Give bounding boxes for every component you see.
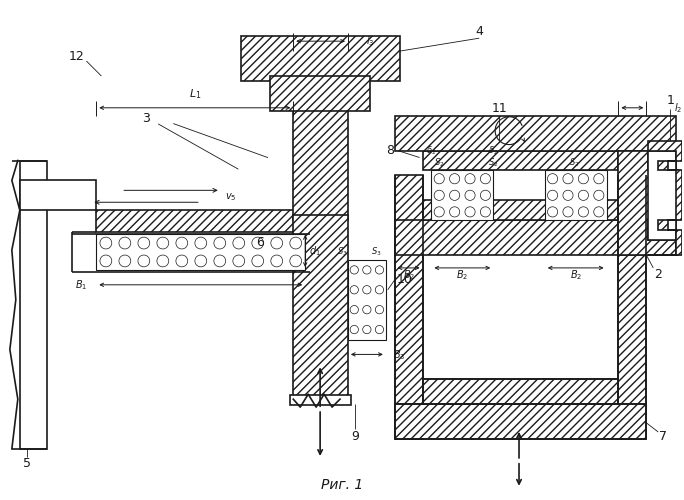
Text: $S_3$: $S_3$ (371, 246, 382, 258)
Text: $l_2$: $l_2$ (674, 101, 682, 114)
Text: 1: 1 (666, 94, 674, 108)
Bar (348, 260, 386, 340)
Polygon shape (648, 150, 678, 255)
Polygon shape (20, 180, 96, 210)
Text: $S_2$: $S_2$ (570, 156, 580, 168)
Text: $L_1$: $L_1$ (189, 87, 201, 101)
Text: $\delta_2$: $\delta_2$ (426, 144, 436, 157)
Bar (423, 150, 618, 171)
Text: 4: 4 (475, 24, 483, 38)
Bar (618, 176, 646, 439)
Bar (423, 200, 618, 220)
Text: $B_2$: $B_2$ (402, 268, 415, 282)
Bar (270, 76, 370, 111)
Text: $B_3$: $B_3$ (393, 348, 406, 362)
Bar (241, 36, 399, 81)
Bar (293, 41, 348, 220)
Bar (96, 210, 305, 232)
Bar (395, 116, 676, 150)
Bar (293, 215, 348, 399)
Bar (545, 170, 607, 220)
Text: $v_5$: $v_5$ (225, 192, 237, 203)
Bar (423, 380, 618, 404)
Text: $S_2$: $S_2$ (488, 156, 499, 168)
Bar (395, 176, 423, 439)
Text: 2: 2 (655, 268, 662, 281)
Bar (395, 404, 646, 439)
Polygon shape (618, 150, 676, 255)
Text: $B_2$: $B_2$ (570, 268, 582, 282)
Text: $\delta_2$: $\delta_2$ (488, 144, 499, 157)
Bar (432, 170, 493, 220)
Bar (395, 220, 676, 255)
Text: Риг. 1: Риг. 1 (321, 478, 363, 492)
Text: 11: 11 (491, 102, 507, 116)
Polygon shape (20, 160, 47, 449)
Polygon shape (648, 140, 682, 255)
Text: 7: 7 (659, 430, 667, 444)
Text: 3: 3 (142, 112, 150, 125)
Text: $S_3$: $S_3$ (337, 246, 347, 258)
Text: $B_1$: $B_1$ (75, 278, 88, 291)
Text: 6: 6 (256, 236, 265, 248)
Text: $l_3$: $l_3$ (366, 34, 374, 48)
Text: 8: 8 (386, 144, 394, 157)
Text: $B_2$: $B_2$ (456, 268, 469, 282)
Text: $S_2$: $S_2$ (434, 156, 445, 168)
Text: 9: 9 (351, 430, 359, 444)
Bar (96, 234, 305, 270)
Text: 5: 5 (23, 458, 31, 470)
Text: 10: 10 (397, 274, 412, 286)
Bar (290, 395, 351, 405)
Text: 12: 12 (68, 50, 84, 62)
Text: $d_1$: $d_1$ (309, 244, 321, 258)
